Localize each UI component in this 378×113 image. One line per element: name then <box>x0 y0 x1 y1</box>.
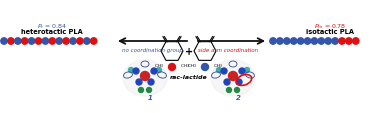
Text: heterotactic PLA: heterotactic PLA <box>21 29 83 35</box>
Circle shape <box>236 79 242 85</box>
Circle shape <box>201 64 209 71</box>
Ellipse shape <box>211 60 255 96</box>
Circle shape <box>136 79 142 85</box>
Circle shape <box>129 68 133 73</box>
Text: CH$_3$: CH$_3$ <box>180 62 190 69</box>
Circle shape <box>234 88 240 93</box>
Circle shape <box>346 38 352 45</box>
Circle shape <box>77 38 83 45</box>
Circle shape <box>224 79 230 85</box>
Circle shape <box>304 38 311 45</box>
Circle shape <box>42 38 49 45</box>
Circle shape <box>226 88 231 93</box>
Circle shape <box>56 38 62 45</box>
Circle shape <box>277 38 283 45</box>
Circle shape <box>284 38 290 45</box>
Text: 1: 1 <box>147 94 152 100</box>
Circle shape <box>8 38 14 45</box>
Text: +: + <box>185 47 193 56</box>
Circle shape <box>90 38 97 45</box>
Circle shape <box>311 38 318 45</box>
Circle shape <box>133 68 139 74</box>
Text: isotactic PLA: isotactic PLA <box>306 29 354 35</box>
Circle shape <box>353 38 359 45</box>
Circle shape <box>151 68 157 74</box>
Circle shape <box>70 38 76 45</box>
Circle shape <box>63 38 69 45</box>
Circle shape <box>228 72 237 81</box>
Text: $P_r$ = 0.84: $P_r$ = 0.84 <box>37 22 67 31</box>
Circle shape <box>35 38 42 45</box>
Circle shape <box>297 38 304 45</box>
Circle shape <box>28 38 35 45</box>
Circle shape <box>138 88 144 93</box>
Text: side arm coordination: side arm coordination <box>198 48 258 53</box>
Text: CH$_3$: CH$_3$ <box>213 62 223 69</box>
Circle shape <box>148 79 154 85</box>
Circle shape <box>325 38 332 45</box>
Circle shape <box>1 38 7 45</box>
Circle shape <box>217 68 222 73</box>
Circle shape <box>239 68 245 74</box>
Circle shape <box>169 64 175 71</box>
Ellipse shape <box>123 60 167 96</box>
Circle shape <box>291 38 297 45</box>
Circle shape <box>245 68 249 73</box>
Circle shape <box>49 38 56 45</box>
Text: 2: 2 <box>235 94 240 100</box>
Circle shape <box>270 38 276 45</box>
Circle shape <box>141 72 150 81</box>
Circle shape <box>221 68 227 74</box>
Circle shape <box>339 38 345 45</box>
Text: $P_m$ = 0.78: $P_m$ = 0.78 <box>314 22 346 31</box>
Circle shape <box>22 38 28 45</box>
Text: CH$_3$: CH$_3$ <box>154 62 164 69</box>
Circle shape <box>15 38 21 45</box>
Circle shape <box>318 38 324 45</box>
Text: no coordination group: no coordination group <box>122 48 183 53</box>
Text: rac-lactide: rac-lactide <box>170 74 208 79</box>
Circle shape <box>147 88 152 93</box>
Text: CH$_3$: CH$_3$ <box>187 62 197 69</box>
Circle shape <box>332 38 338 45</box>
Circle shape <box>84 38 90 45</box>
Circle shape <box>156 68 161 73</box>
